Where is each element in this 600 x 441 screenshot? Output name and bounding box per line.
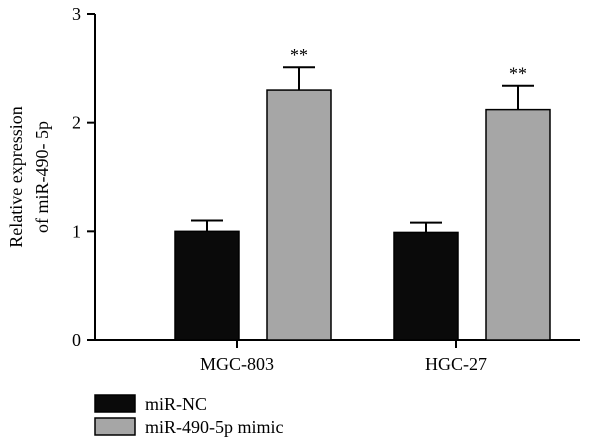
plot-area: 0 1 2 3 ** ** MGC-803 HGC-27 [72,4,580,374]
bar-1-0 [266,89,332,341]
bar-1-1 [485,108,551,341]
legend-label-0: miR-NC [145,394,207,414]
legend: miR-NC miR-490-5p mimic [94,394,284,437]
significance-label-1-0: ** [290,45,308,65]
significance-label-1-1: ** [509,64,527,84]
legend-swatch-1 [94,417,136,436]
x-tick-label-0: MGC-803 [200,354,274,374]
y-axis-label-line-2: of miR-490- 5p [32,121,52,233]
y-axis-label: Relative expression of miR-490- 5p [6,106,52,247]
y-tick-label-1: 1 [72,221,81,241]
y-tick-label-0: 0 [72,330,81,350]
x-tick-label-1: HGC-27 [425,354,487,374]
bar-0-1 [393,231,459,341]
bar-0-0 [174,230,240,341]
y-tick-label-2: 2 [72,113,81,133]
legend-label-1: miR-490-5p mimic [145,417,284,437]
y-axis-label-line-1: Relative expression [6,106,26,247]
y-tick-label-3: 3 [72,4,81,24]
legend-swatch-0 [94,394,136,413]
